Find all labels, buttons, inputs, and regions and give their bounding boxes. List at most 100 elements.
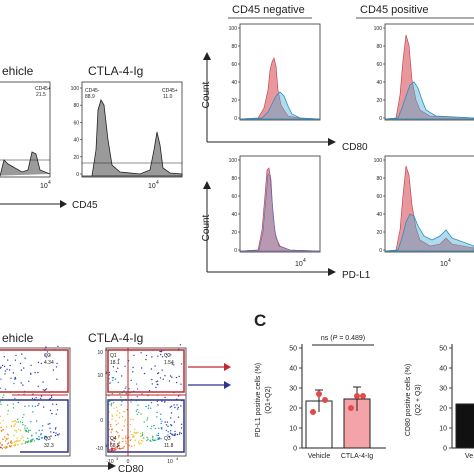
count-arrow-bottom-head [203,181,211,189]
flow-ctla-dot [141,432,144,434]
flow-vehicle-dot [37,404,39,407]
flow-vehicle-dot [32,438,34,440]
pdl1-annotation-prefix: ns ( [321,335,333,342]
flow-ctla-dot [123,425,125,427]
flow-ctla-dot [133,436,135,438]
chart2-ytick-label: 40 [439,366,447,373]
flow-ctla-dot [150,427,152,430]
flow-ctla-dot [109,449,111,451]
flow-ctla-dot [130,418,132,420]
flow-ctla-dot [149,440,151,442]
flow-ctla-dot [112,447,114,450]
flow-ctla-dot [120,447,122,449]
flow-ctla-q1-value: 18.1 [110,360,120,366]
flow-vehicle-dot [51,412,53,415]
flow-vehicle-dot [41,437,44,439]
flow-ctla-dot [158,427,160,429]
flow-ctla-dot [146,436,148,439]
flow-ctla-dot [124,419,127,421]
flow-vehicle-dot [50,431,52,433]
flow-ctla-dot [156,383,158,385]
hist-pos-pdl1-y-ticks: 100 80 60 40 20 0 [374,158,385,254]
flow-vehicle-dot [9,369,11,371]
vehicle-x-tick: 10 [40,183,48,190]
flow-ctla-dot [134,439,136,441]
flow-vehicle-dot [4,373,6,375]
cd45-arrow-head [60,200,67,208]
flow-ctla-dot [118,442,120,444]
flow-ctla-dot [118,412,121,414]
flow-ctla-dot [169,375,172,377]
flow-vehicle-dot [44,435,46,437]
flow-ctla-dot [130,445,133,447]
flow-ctla-dot [180,383,182,385]
flow-vehicle-dot [20,443,23,445]
flow-ctla-dot [143,421,145,423]
chart2-ytick-label: 30 [439,386,447,393]
flow-vehicle-dot [54,434,57,437]
flow-vehicle-dot [55,403,58,406]
flow-vehicle-dot [24,357,26,359]
flow-vehicle-dot [7,437,9,440]
flow-ctla-dot [157,432,160,435]
flow-vehicle-dot [36,420,38,422]
cd80-ylabel-line1: CD80 positive cells (%) [405,364,412,436]
ctla-gate-hi-name: CD45+ [162,88,178,94]
flow-ctla-dot [117,381,120,384]
pdl1-annotation-value: = 0.489) [337,335,365,342]
hist-pos-cd80-vehicle [384,34,474,120]
chart1-ytick-label: 30 [289,386,297,393]
hist-pos-cd80-ytick-label: 40 [376,80,382,86]
flow-vehicle-dot [21,443,24,445]
flow-ctla-dot [160,438,162,440]
flow-vehicle-dot [26,430,28,433]
flow-ctla-xtick-label: 0 [127,459,130,465]
chart1-xlabel: CTLA-4-Ig [341,453,373,460]
hist-pos-cd80-ytick-label: 80 [376,44,382,50]
flow-vehicle-dot [15,429,17,431]
flow-ctla-dot [150,401,153,404]
flow-vehicle-dot [11,442,14,444]
flow-ctla-dot [178,375,180,378]
flow-ctla-dot [166,353,168,356]
flow-ctla-dot [167,425,169,427]
flow-ctla-dot [136,396,138,398]
flow-ctla-dot [154,427,157,430]
flow-ctla-dot [180,363,183,365]
flow-vehicle-dot [6,404,9,406]
flow-vehicle-dot [50,435,52,437]
flow-ctla-dot [151,383,153,385]
pdl1-axis-label: PD-L1 [342,270,371,281]
panel-letter-c: C [254,311,266,330]
cd80-x-labels: Ve [465,453,473,460]
flow-vehicle-dot [21,353,23,355]
cd45-axis-label: CD45 [72,200,98,211]
flow-vehicle-dot [3,394,5,396]
ctla-cd45-ytick-label: 100 [71,86,80,92]
flow-vehicle-dot [14,397,16,400]
flow-vehicle-dot [24,425,26,427]
flow-ctla-dot [157,437,159,439]
flow-ctla-dot [128,444,130,447]
flow-vehicle-dot [52,403,54,405]
flow-vehicle-dot [5,437,7,440]
hist-pos-cd80: 100 80 60 40 20 0 [374,23,474,122]
flow-vehicle-dot [29,441,31,443]
flow-ctla-dot [125,392,128,395]
flow-ctla-dot [176,433,179,436]
flow-ctla-dot [124,365,126,367]
flow-vehicle-dot [0,378,2,380]
hist-pos-pdl1-ctla [384,213,474,252]
flow-vehicle-dot [0,444,3,446]
flow-vehicle-dot [30,421,32,423]
flow-vehicle-dot [19,439,21,442]
flow-vehicle-dot [35,432,37,434]
flow-vehicle-dots [0,345,60,450]
flow-ctla-dot [146,425,149,428]
flow-ctla-dot [129,431,132,433]
flow-vehicle-dot [9,364,11,367]
chart1-point [348,405,354,411]
flow-vehicle-dot [40,397,42,399]
flow-ctla-dot [108,400,111,403]
